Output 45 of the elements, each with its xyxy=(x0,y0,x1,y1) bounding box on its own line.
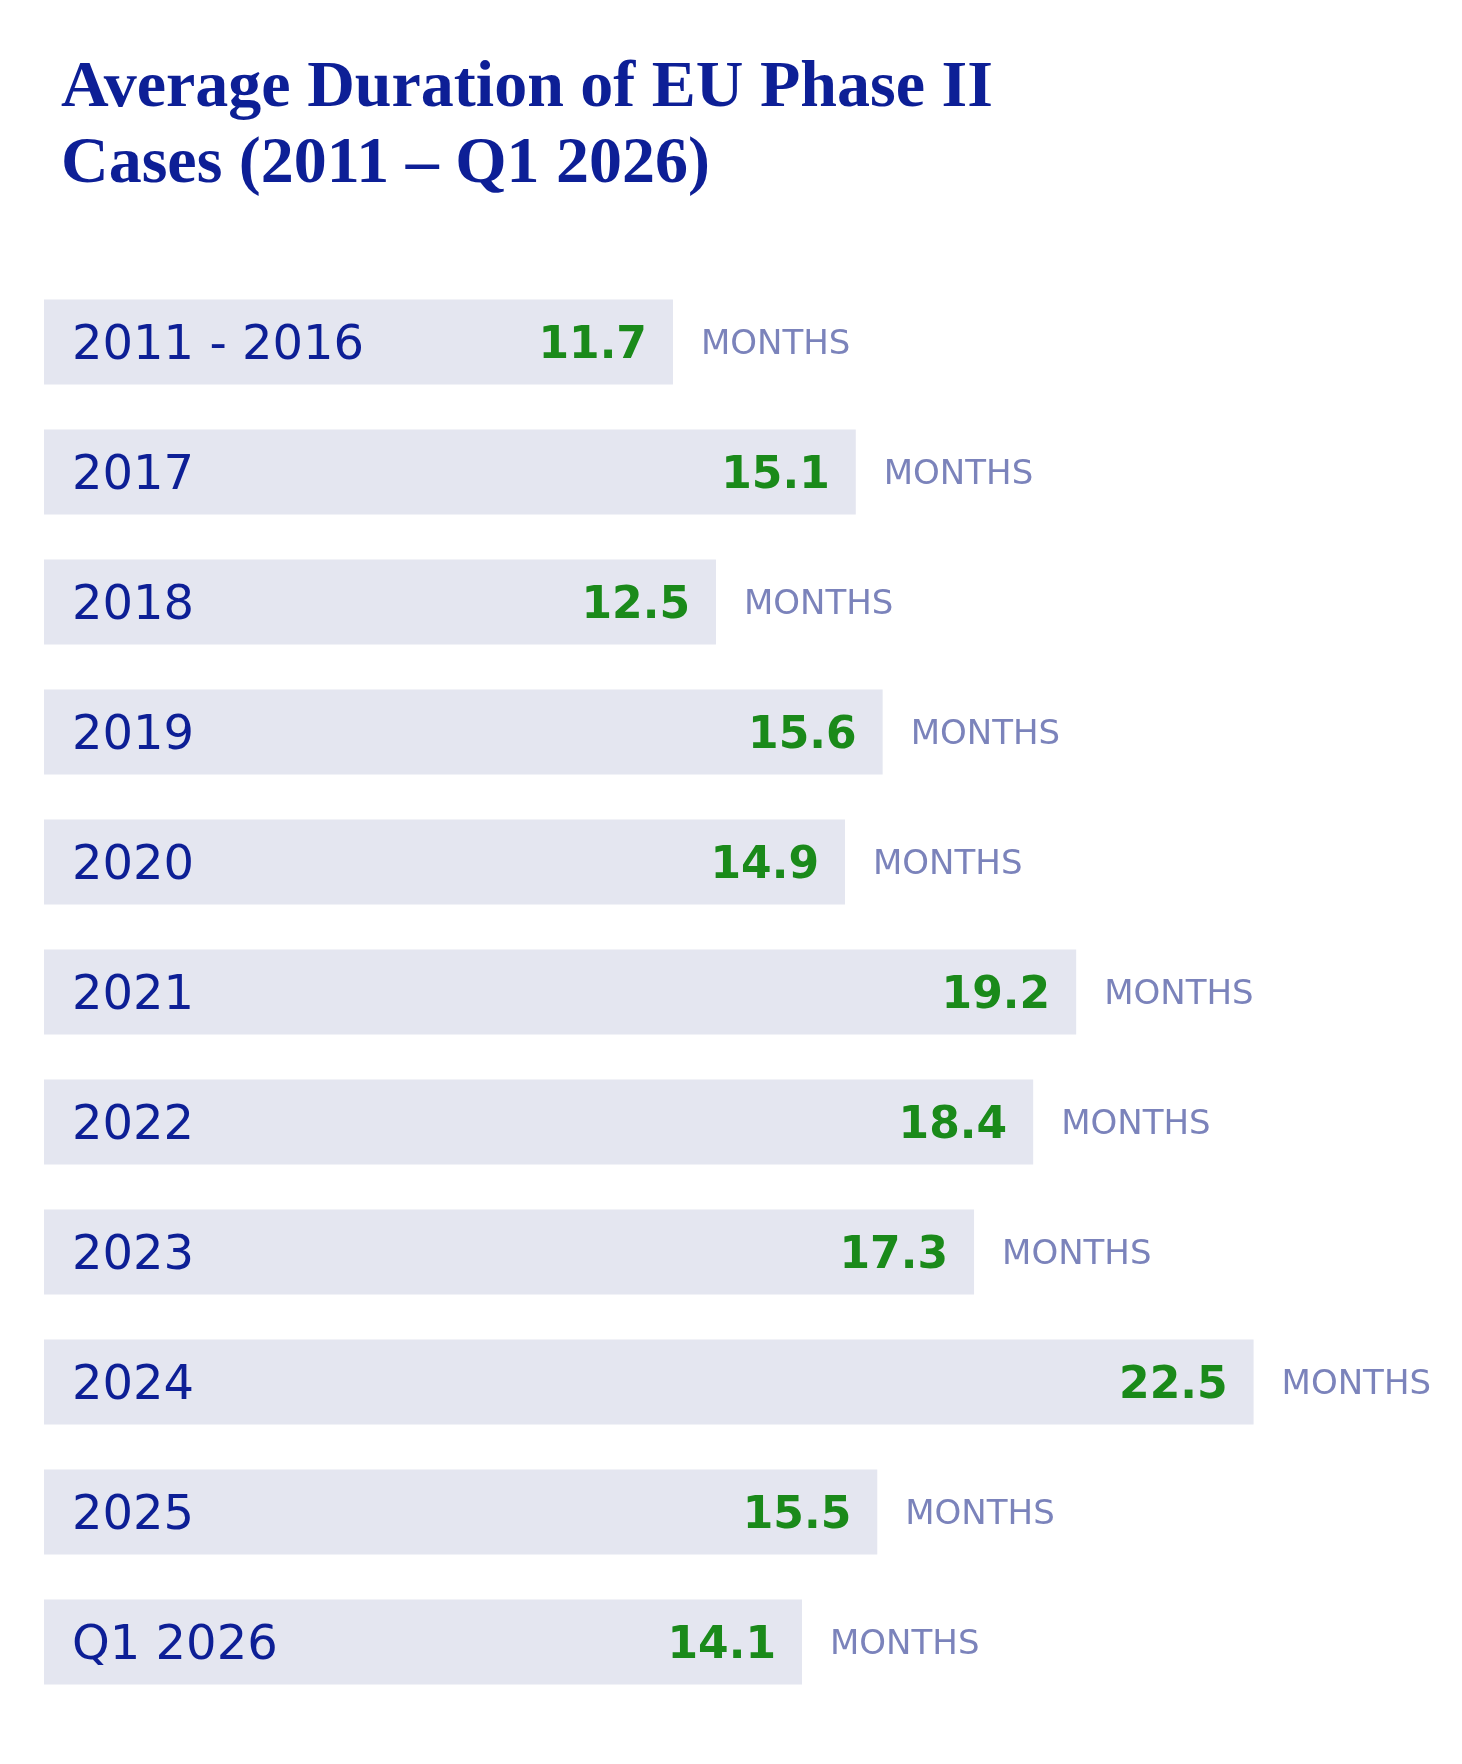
bar xyxy=(44,1599,803,1685)
y-tick-label: 2011 - 2016 xyxy=(72,314,365,370)
text: MONTHS xyxy=(744,582,894,622)
bar xyxy=(44,1469,878,1555)
bar xyxy=(44,689,883,775)
y-tick-label: 2022 xyxy=(72,1094,195,1150)
x-axis-title: MONTHS xyxy=(700,322,851,362)
data-label: 17.3 xyxy=(839,1226,949,1278)
y-tick-label: 2019 xyxy=(72,704,195,760)
y-tick-label: 2023 xyxy=(72,1224,195,1280)
chart-title: Average Duration of EU Phase II Cases (2011 – Q1 2026) xyxy=(61,46,1010,197)
y-tick-label: 2024 xyxy=(72,1354,195,1410)
y-tick-label: 2025 xyxy=(72,1484,195,1540)
y-tick-label: 2018 xyxy=(72,574,195,630)
data-label: 11.7 xyxy=(538,316,647,368)
y-tick-label: Q1 2026 xyxy=(72,1614,278,1670)
data-label: 22.5 xyxy=(1119,1356,1228,1408)
data-label: 14.1 xyxy=(667,1616,777,1668)
text: MONTHS xyxy=(1002,1232,1152,1272)
bar xyxy=(44,299,673,385)
text: MONTHS xyxy=(905,1492,1055,1532)
text: MONTHS xyxy=(830,1622,980,1662)
data-label: 15.5 xyxy=(742,1486,852,1538)
bar xyxy=(44,819,846,905)
text: MONTHS xyxy=(1281,1362,1432,1402)
y-tick-label: 2017 xyxy=(72,444,195,500)
data-label: 15.1 xyxy=(721,446,830,498)
text: MONTHS xyxy=(1061,1102,1211,1142)
bar xyxy=(44,1339,1254,1425)
text: MONTHS xyxy=(1104,972,1254,1012)
y-tick-label: 2020 xyxy=(72,834,195,890)
data-label: 12.5 xyxy=(581,576,690,628)
text: MONTHS xyxy=(883,452,1034,492)
text: MONTHS xyxy=(873,842,1023,882)
text: MONTHS xyxy=(910,712,1061,752)
bar xyxy=(44,1079,1034,1165)
data-label: 18.4 xyxy=(898,1096,1008,1148)
data-label: 15.6 xyxy=(748,706,857,758)
bar xyxy=(44,559,716,645)
bar xyxy=(44,949,1077,1035)
data-label: 19.2 xyxy=(941,966,1051,1018)
bar xyxy=(44,429,856,515)
data-label: 14.9 xyxy=(710,836,820,888)
y-tick-label: 2021 xyxy=(72,964,195,1020)
bar xyxy=(44,1209,975,1295)
